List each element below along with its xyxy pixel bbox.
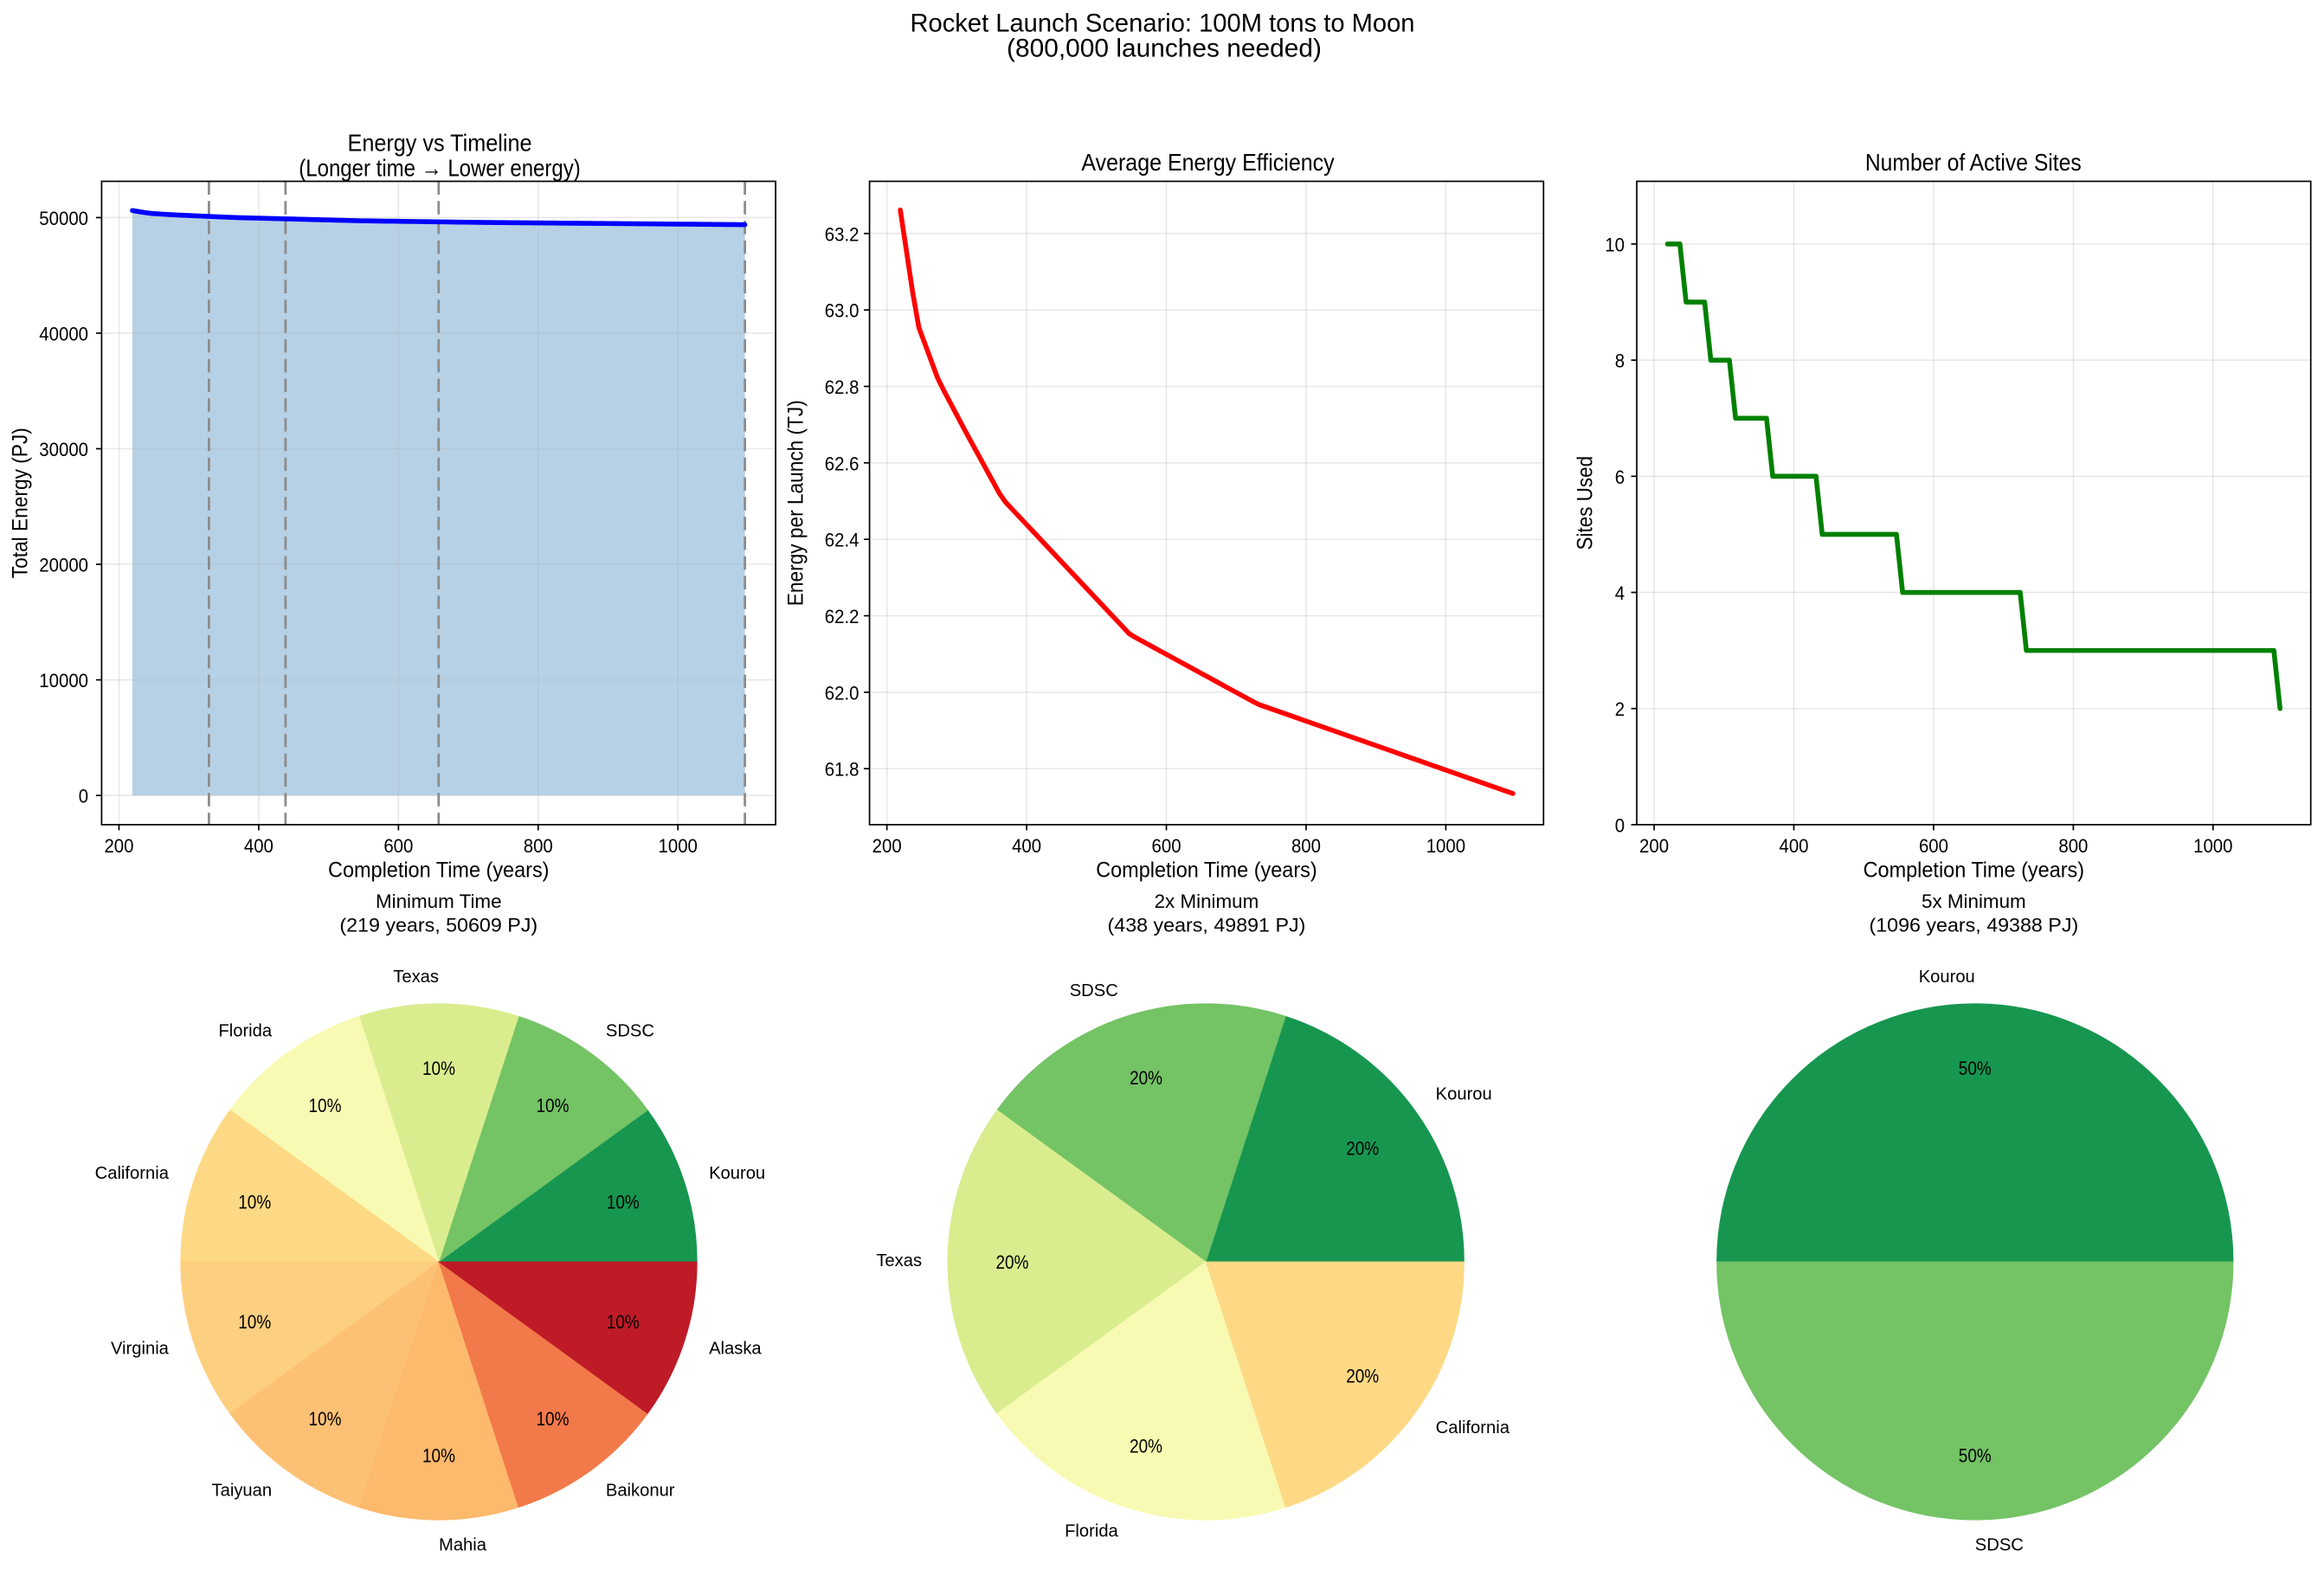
svg-text:10%: 10% — [537, 1408, 570, 1430]
svg-text:63.2: 63.2 — [825, 223, 859, 245]
svg-text:63.0: 63.0 — [825, 300, 859, 322]
svg-text:20%: 20% — [1130, 1067, 1162, 1089]
svg-text:SDSC: SDSC — [1070, 981, 1118, 1000]
svg-text:800: 800 — [524, 835, 553, 857]
svg-text:Minimum Time: Minimum Time — [376, 891, 502, 912]
svg-text:8: 8 — [1615, 351, 1625, 372]
svg-text:0: 0 — [79, 786, 88, 807]
svg-text:Alaska: Alaska — [709, 1340, 762, 1359]
svg-text:2: 2 — [1615, 698, 1625, 720]
svg-text:62.0: 62.0 — [825, 682, 859, 704]
svg-text:200: 200 — [1639, 835, 1669, 857]
svg-text:10%: 10% — [422, 1058, 455, 1079]
svg-text:20%: 20% — [1346, 1137, 1379, 1159]
svg-text:20%: 20% — [995, 1251, 1028, 1273]
svg-text:Baikonur: Baikonur — [606, 1482, 675, 1501]
svg-text:Virginia: Virginia — [111, 1340, 170, 1359]
svg-text:1000: 1000 — [2193, 835, 2232, 857]
svg-text:Sites Used: Sites Used — [1573, 456, 1597, 550]
svg-text:Taiyuan: Taiyuan — [212, 1482, 273, 1501]
svg-text:400: 400 — [1012, 835, 1041, 857]
svg-text:6: 6 — [1615, 466, 1625, 488]
svg-text:600: 600 — [1152, 835, 1181, 857]
svg-text:20%: 20% — [1346, 1365, 1379, 1386]
svg-text:50%: 50% — [1959, 1445, 1992, 1467]
svg-text:50000: 50000 — [39, 208, 88, 229]
svg-text:Kourou: Kourou — [709, 1164, 765, 1183]
svg-text:Number of Active Sites: Number of Active Sites — [1865, 149, 2082, 176]
svg-text:50%: 50% — [1959, 1058, 1992, 1079]
svg-text:62.8: 62.8 — [825, 376, 859, 398]
svg-text:Completion Time (years): Completion Time (years) — [1096, 859, 1317, 883]
svg-text:400: 400 — [1780, 835, 1809, 857]
svg-text:10%: 10% — [238, 1311, 271, 1333]
svg-text:4: 4 — [1615, 582, 1625, 604]
svg-text:10%: 10% — [607, 1311, 640, 1333]
svg-text:200: 200 — [872, 835, 902, 857]
svg-text:10%: 10% — [309, 1095, 342, 1116]
svg-text:(219 years, 50609 PJ): (219 years, 50609 PJ) — [339, 914, 538, 936]
svg-text:Texas: Texas — [393, 968, 439, 987]
svg-text:62.4: 62.4 — [825, 530, 859, 551]
svg-text:800: 800 — [2058, 835, 2088, 857]
svg-text:0: 0 — [1615, 814, 1625, 836]
svg-text:Florida: Florida — [1065, 1521, 1118, 1540]
svg-text:Energy per Launch (TJ): Energy per Launch (TJ) — [784, 400, 808, 606]
svg-text:62.6: 62.6 — [825, 453, 859, 474]
svg-text:SDSC: SDSC — [606, 1022, 654, 1041]
svg-text:(1096 years, 49388 PJ): (1096 years, 49388 PJ) — [1870, 914, 2079, 936]
svg-text:600: 600 — [1919, 835, 1948, 857]
svg-text:10000: 10000 — [39, 670, 88, 691]
svg-text:(Longer time → Lower energy): (Longer time → Lower energy) — [299, 154, 581, 181]
svg-text:Average Energy Efficiency: Average Energy Efficiency — [1081, 149, 1334, 176]
svg-text:Texas: Texas — [876, 1251, 922, 1270]
svg-text:Energy vs Timeline: Energy vs Timeline — [348, 130, 532, 157]
svg-text:Florida: Florida — [218, 1022, 272, 1041]
svg-text:40000: 40000 — [39, 323, 88, 344]
svg-text:10: 10 — [1605, 234, 1625, 255]
svg-text:5x Minimum: 5x Minimum — [1922, 891, 2026, 912]
svg-text:California: California — [1436, 1418, 1510, 1437]
svg-text:2x Minimum: 2x Minimum — [1155, 891, 1259, 912]
svg-text:1000: 1000 — [659, 835, 698, 857]
svg-text:Mahia: Mahia — [439, 1535, 487, 1554]
svg-text:10%: 10% — [309, 1408, 342, 1430]
svg-text:Rocket Launch Scenario: 100M t: Rocket Launch Scenario: 100M tons to Moo… — [911, 10, 1415, 37]
svg-text:(438 years, 49891 PJ): (438 years, 49891 PJ) — [1108, 914, 1306, 936]
svg-text:400: 400 — [244, 835, 274, 857]
svg-text:California: California — [95, 1164, 170, 1183]
svg-text:Total Energy (PJ): Total Energy (PJ) — [9, 428, 33, 578]
svg-text:(800,000 launches needed): (800,000 launches needed) — [1007, 35, 1322, 63]
svg-text:10%: 10% — [238, 1192, 271, 1213]
svg-text:62.2: 62.2 — [825, 606, 859, 627]
svg-text:Kourou: Kourou — [1919, 968, 1975, 987]
svg-text:1000: 1000 — [1426, 835, 1465, 857]
svg-text:800: 800 — [1291, 835, 1321, 857]
svg-text:Completion Time (years): Completion Time (years) — [1864, 859, 2085, 883]
svg-text:Kourou: Kourou — [1436, 1084, 1492, 1103]
svg-text:Completion Time (years): Completion Time (years) — [328, 859, 550, 883]
svg-text:10%: 10% — [422, 1445, 455, 1467]
svg-text:200: 200 — [104, 835, 133, 857]
svg-text:SDSC: SDSC — [1975, 1535, 2024, 1554]
svg-text:600: 600 — [383, 835, 413, 857]
svg-text:10%: 10% — [537, 1095, 570, 1116]
svg-text:20%: 20% — [1130, 1436, 1162, 1457]
svg-text:10%: 10% — [607, 1192, 640, 1213]
svg-text:20000: 20000 — [39, 555, 88, 576]
svg-text:61.8: 61.8 — [825, 759, 859, 781]
svg-text:30000: 30000 — [39, 439, 88, 460]
